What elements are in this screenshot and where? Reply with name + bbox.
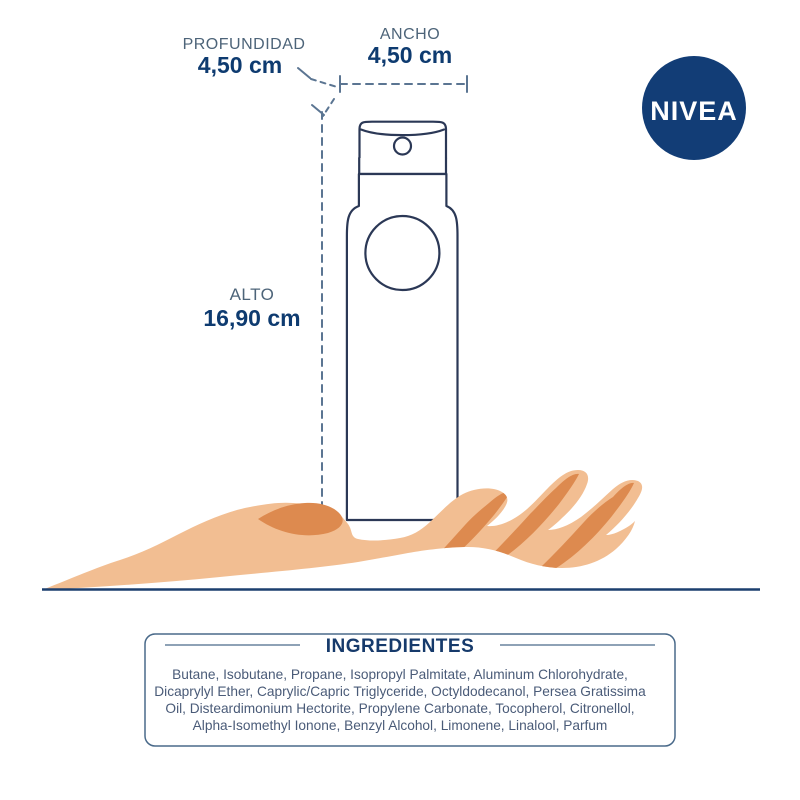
svg-text:ANCHO: ANCHO	[380, 26, 440, 43]
svg-text:4,50 cm: 4,50 cm	[198, 52, 282, 78]
svg-text:INGREDIENTES: INGREDIENTES	[326, 636, 475, 657]
svg-text:NIVEA: NIVEA	[650, 96, 738, 126]
svg-text:Dicaprylyl Ether, Caprylic/Cap: Dicaprylyl Ether, Caprylic/Capric Trigly…	[154, 684, 646, 699]
svg-text:ALTO: ALTO	[230, 285, 275, 304]
svg-text:Butane, Isobutane, Propane, Is: Butane, Isobutane, Propane, Isopropyl Pa…	[172, 667, 628, 682]
svg-text:Oil, Disteardimonium Hectorite: Oil, Disteardimonium Hectorite, Propylen…	[165, 701, 634, 716]
svg-text:PROFUNDIDAD: PROFUNDIDAD	[183, 36, 306, 53]
svg-text:4,50 cm: 4,50 cm	[368, 42, 452, 68]
svg-text:Alpha-Isomethyl Ionone, Benzyl: Alpha-Isomethyl Ionone, Benzyl Alcohol, …	[193, 718, 608, 733]
svg-text:16,90 cm: 16,90 cm	[203, 305, 300, 331]
